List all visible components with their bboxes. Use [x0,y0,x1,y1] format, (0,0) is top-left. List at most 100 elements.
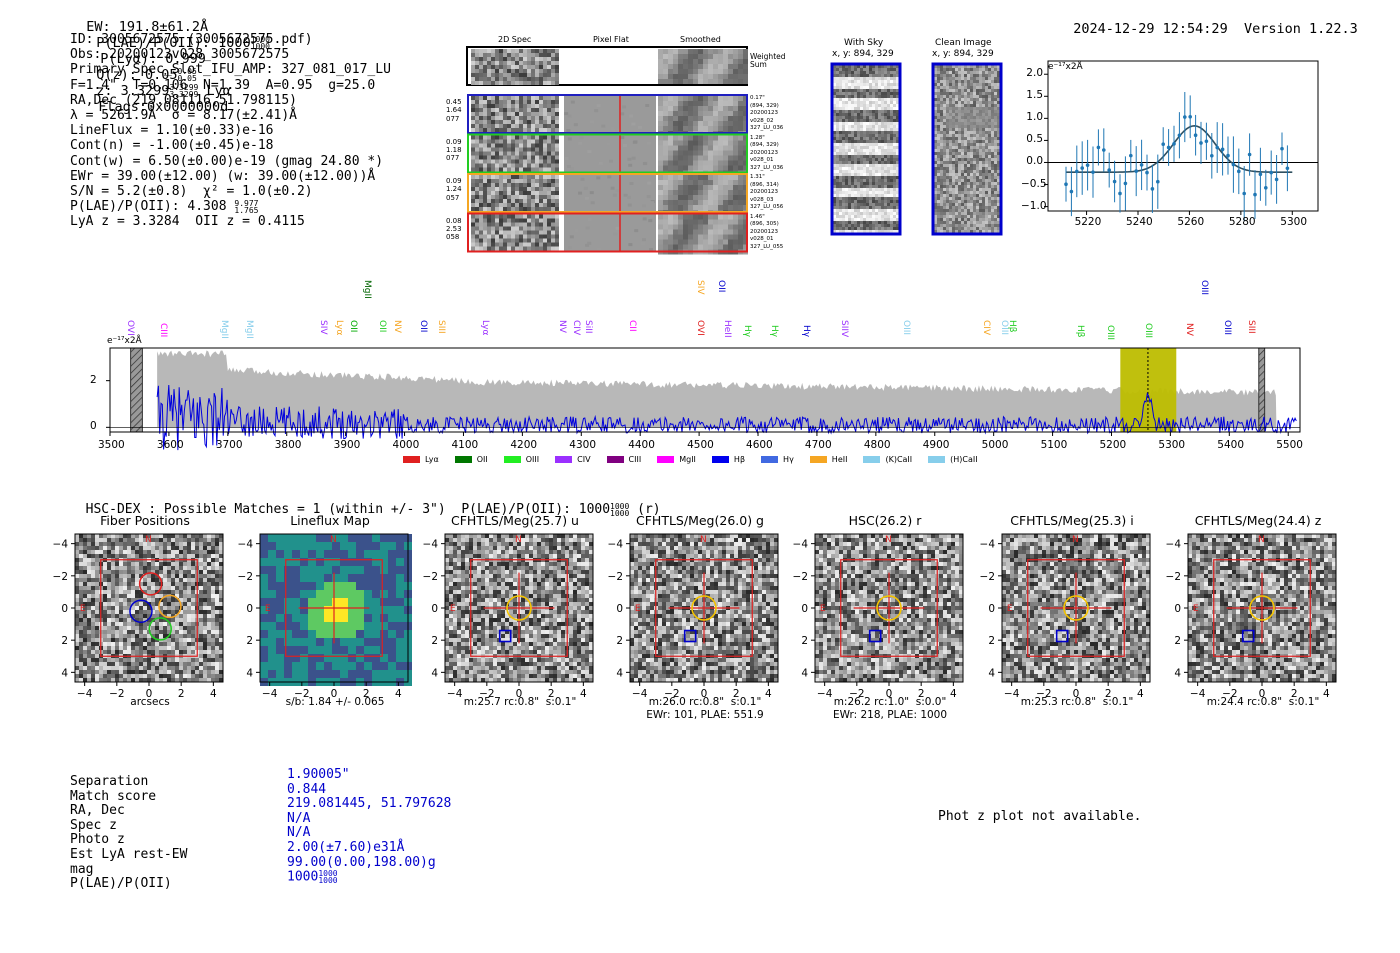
value-est-lya-ew: 2.00(±7.60)e31Å [287,839,405,855]
cutout-y-tick: 0 [988,603,995,615]
legend-swatch [809,456,827,463]
info-lya-z: LyA z = 3.3284 OII z = 0.4115 [70,214,305,230]
spec-stamps: 2D Spec Pixel Flat Smoothed Weighted Sum… [440,33,800,258]
legend-swatch [454,456,472,463]
fit-unit-label: e⁻¹⁷x2Å [1048,62,1083,72]
cutout-subtitle-2: EWr: 218, PLAE: 1000 [832,709,948,721]
info-id: ID: 3005672575 (3005672575.pdf) [70,32,313,47]
cutout-y-tick: 2 [988,635,995,647]
cutout-image: N E −4 −4 −2 −2 0 0 2 2 4 4 [1166,533,1337,700]
cutout-y-tick: 4 [431,667,438,679]
match-table-values: 1.90005" 0.844 219.081445, 51.797628 N/A… [287,767,452,886]
cutout-title: Lineflux Map [290,513,370,528]
cutout-y-tick: −2 [608,571,623,583]
spectrum-svg [106,347,1301,451]
cutout-x-tick: −2 [1222,688,1237,700]
with-sky-title: With Sky [844,38,884,48]
stamp-right-value: 327_LU_055 [750,243,784,250]
cutout-x-tick: 0 [701,688,708,700]
cutout-y-tick: 0 [801,603,808,615]
legend-label: CIII [628,455,642,464]
info-contn: Cont(n) = -1.00(±0.45)e-18 [70,138,274,154]
cutout-y-tick: −2 [53,571,68,583]
cutout-image: N E −4 −4 −2 −2 0 0 2 2 4 4 [793,533,964,700]
fit-x-tick: 5280 [1228,216,1256,228]
cutout-y-tick: 4 [801,667,808,679]
stamp-right-value: v028_01 [750,236,774,243]
cutout-x-tick: −2 [294,688,309,700]
north-label: N [330,535,337,545]
cutout-subtitle: m:26.2 rc:1.0" s:0.0" [833,696,947,708]
legend-label: MgII [679,455,696,464]
legend-label: Hγ [783,455,794,464]
cutout-x-tick: 0 [516,688,523,700]
stamp-right-values: 0.17" (894, 329) 20200123 v028_02 327_LU_036 [750,95,783,133]
cutout-subtitle: s/b: 1.84 +/- 0.065 [285,696,385,708]
weighted-sum-label: Weighted Sum [750,52,786,70]
stamp-right-value: 1.46" [750,213,765,220]
cutout-y-tick: −4 [980,539,996,551]
info-lambda: λ = 5261.9Å σ = 8.17(±2.41)Å [70,108,297,124]
cutout-x-tick: −2 [664,688,679,700]
legend-item: OIII [503,455,539,464]
cutout-y-tick: 4 [1174,667,1181,679]
cutout-y-tick: 4 [988,667,995,679]
cutout-y-tick: −4 [423,539,439,551]
cutout-image: N E −4 −4 −2 −2 0 0 2 2 4 4 [423,533,594,700]
stamp-right-value: 0.17" [750,95,765,101]
stamp-right-value: v028_01 [750,157,774,164]
line-fit-svg [1044,60,1319,221]
cutout-subtitle: m:24.4 rc:0.8" s:0.1" [1206,696,1320,708]
stamp-left-values: 0.09 1.18 077 [446,138,462,163]
stamp-left-value: 1.64 [446,106,462,115]
cutout-x-tick: 2 [1105,688,1112,700]
legend-label: Hβ [733,455,746,464]
spectrum-x-tick: 4300 [569,439,597,451]
value-plae: 1000 1000 1000 [287,869,338,886]
cutout-x-tick: 0 [146,688,153,700]
cutout-y-tick: 2 [246,635,253,647]
fit-y-tick: 1.5 [1026,89,1043,102]
ew-value: EW: 191.8±61.2Å [86,19,209,35]
cutout-y-tick: 2 [61,635,68,647]
cutout-y-tick: −2 [793,571,808,583]
cutout-image: N E −4 −4 −2 −2 0 0 2 2 4 4 [608,533,779,700]
value-radec: 219.081445, 51.797628 [287,796,452,812]
legend-swatch [555,456,573,463]
fit-y-tick: −1.0 [1021,199,1047,212]
cutout-panel: Lineflux Map N E −4 −4 −2 −2 0 0 2 2 4 4 s/b: 1.84 +/… [215,510,420,725]
full-spectrum: OVI CIII MgII MgII SIV Lyα OII MgII OII NV OII SIII… [80,275,1320,465]
stamp-right-values: 1.46" (896, 305) 20200123 v028_01 327_LU_055 [750,214,783,252]
spectrum-x-tick: 4900 [922,439,950,451]
legend-item: OII [454,455,488,464]
stamp-right-value: 20200123 [750,149,778,156]
cutout-y-tick: 0 [1174,603,1181,615]
value-match-score: 0.844 [287,781,327,797]
spectrum-x-tick: 5000 [981,439,1009,451]
spectrum-unit-label: e⁻¹⁷x2Å [107,336,142,346]
cutout-y-tick: −2 [423,571,438,583]
cutout-panel: CFHTLS/Meg(26.0) g N E −4 −4 −2 −2 0 0 2 2 4 4 m:26.0… [585,510,790,725]
fit-x-tick: 5260 [1177,216,1205,228]
cutout-subtitle: m:26.0 rc:0.8" s:0.1" [648,696,762,708]
stamp-left-value: 0.09 [446,177,462,185]
north-label: N [515,535,522,545]
spectrum-x-tick: 5200 [1099,439,1127,451]
stamp-right-value: 327_LU_056 [750,204,784,211]
cutout-x-tick: 0 [886,688,893,700]
line-fit-plot: e⁻¹⁷x2Å 5220 5240 5260 5280 5300 2.0 1.5 1.0 0.5… [1020,55,1340,235]
cutout-y-tick: −4 [1166,539,1182,551]
stamp-right-value: 1.28" [750,134,765,141]
sky-panels: With Sky x, y: 894, 329 Clean Image x, y… [820,37,1010,247]
with-sky-xy: x, y: 894, 329 [832,49,894,59]
value-photo-z: N/A [287,825,311,841]
clean-image-xy: x, y: 894, 329 [932,49,994,59]
cutout-x-tick: −2 [479,688,494,700]
cutout-x-tick: 2 [1291,688,1298,700]
cutout-x-tick: −4 [447,688,463,700]
cutout-x-tick: −4 [77,688,93,700]
spectrum-x-tick: 5500 [1276,439,1303,451]
spectrum-x-tick: 3800 [274,439,302,451]
east-label: E [820,604,826,614]
clean-image-title: Clean Image [935,38,992,48]
